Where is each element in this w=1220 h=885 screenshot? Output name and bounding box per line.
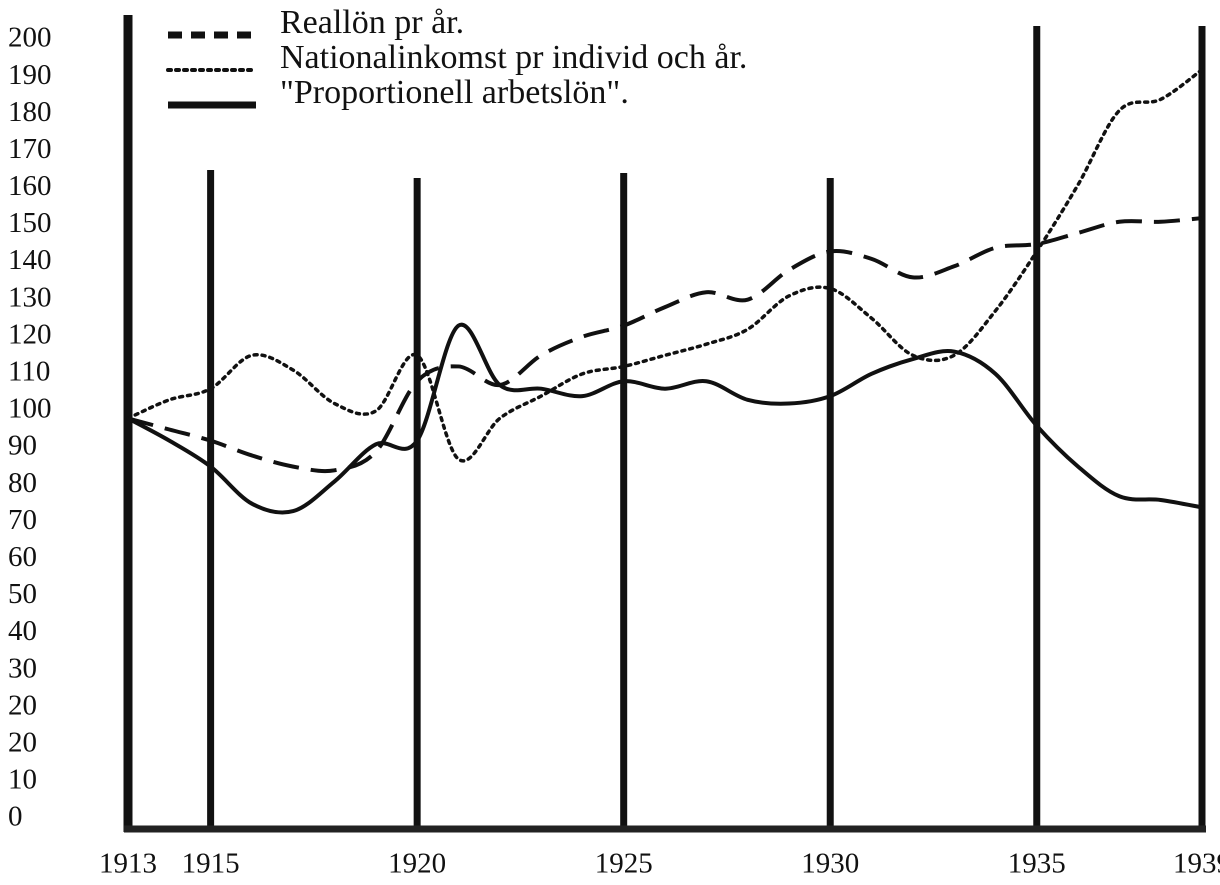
legend-label: Reallön pr år. bbox=[280, 4, 464, 41]
y-tick-label: 80 bbox=[8, 467, 37, 499]
y-tick-label: 110 bbox=[8, 356, 50, 388]
y-tick-label: 140 bbox=[8, 244, 52, 276]
x-tick-label: 1913 bbox=[99, 848, 157, 880]
x-tick-label: 1930 bbox=[801, 848, 859, 880]
series-line bbox=[127, 322, 1203, 515]
y-tick-label: 70 bbox=[8, 504, 37, 536]
y-tick-label: 60 bbox=[8, 541, 37, 573]
y-tick-label: 150 bbox=[8, 207, 52, 239]
y-tick-label: 20 bbox=[8, 689, 37, 721]
y-tick-label: 200 bbox=[8, 22, 52, 54]
y-tick-label: 160 bbox=[8, 170, 52, 202]
y-tick-label: 30 bbox=[8, 652, 37, 684]
y-tick-label: 50 bbox=[8, 578, 37, 610]
legend-label: Nationalinkomst pr individ och år. bbox=[280, 39, 747, 76]
x-tick-label: 1925 bbox=[595, 848, 653, 880]
series-line bbox=[127, 216, 1203, 474]
y-tick-label: 10 bbox=[8, 764, 37, 796]
x-tick-label: 1920 bbox=[388, 848, 446, 880]
y-tick-label: 0 bbox=[8, 801, 23, 833]
x-tick-label: 1939 bbox=[1173, 848, 1220, 880]
y-tick-label: 130 bbox=[8, 281, 52, 313]
legend-label: "Proportionell arbetslön". bbox=[280, 74, 629, 111]
x-tick-label: 1915 bbox=[182, 848, 240, 880]
y-tick-label: 180 bbox=[8, 96, 52, 128]
x-tick-label: 1935 bbox=[1008, 848, 1066, 880]
y-tick-label: 190 bbox=[8, 59, 52, 91]
y-tick-label: 40 bbox=[8, 615, 37, 647]
y-tick-label: 170 bbox=[8, 133, 52, 165]
y-tick-label: 20 bbox=[8, 726, 37, 758]
series-line bbox=[126, 67, 1204, 463]
y-tick-label: 90 bbox=[8, 430, 37, 462]
y-tick-label: 100 bbox=[8, 393, 52, 425]
y-tick-label: 120 bbox=[8, 318, 52, 350]
